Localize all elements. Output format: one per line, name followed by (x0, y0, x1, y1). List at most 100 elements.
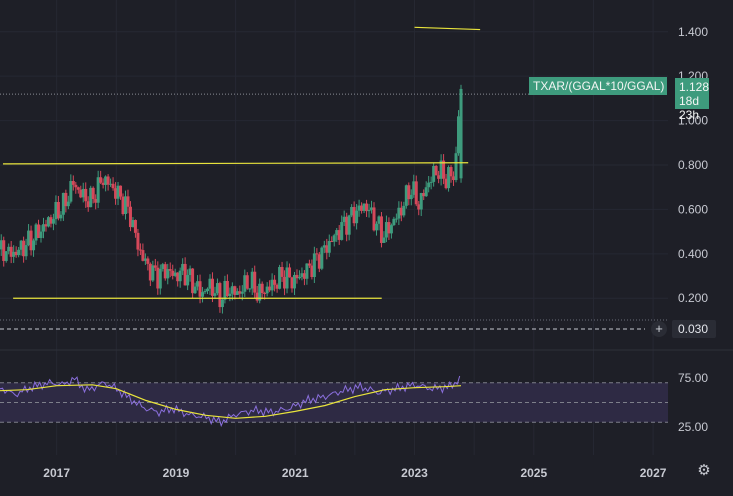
candle-body (131, 220, 135, 228)
y-tick-label: 1.400 (678, 25, 708, 39)
candle-body (407, 185, 411, 200)
candle-body (114, 188, 118, 199)
candle-body (370, 207, 374, 210)
candle-body (337, 230, 341, 240)
candle-body (163, 264, 167, 279)
candle-body (14, 251, 18, 256)
candle-body (253, 271, 257, 293)
candle-body (417, 204, 421, 210)
candle-body (158, 268, 162, 289)
candle-body (290, 277, 294, 289)
trend-line[interactable] (414, 26, 481, 31)
candle-body (350, 207, 354, 216)
candle-body (208, 278, 212, 289)
candle-body (449, 167, 453, 177)
candle-body (399, 207, 403, 216)
candle-body (394, 218, 398, 220)
candle-body (447, 167, 451, 189)
candle-body (427, 182, 431, 188)
candle-body (228, 293, 232, 296)
candle-body (238, 291, 242, 294)
candle-body (245, 275, 249, 289)
candle-body (168, 269, 172, 271)
candle-body (434, 165, 438, 176)
y-tick-label: 0.800 (678, 158, 708, 172)
candle-body (37, 224, 41, 238)
candle-body (250, 271, 254, 289)
candle-body (94, 199, 98, 203)
candle-body (302, 273, 306, 279)
candle-body (439, 160, 443, 179)
candle-body (330, 241, 334, 243)
candle-body (367, 209, 371, 212)
candle-body (429, 181, 433, 183)
candle-body (9, 246, 13, 257)
candle-body (248, 288, 252, 290)
price-label: 1.128 18d 23h (675, 78, 710, 122)
candle-body (51, 219, 55, 224)
candle-body (0, 240, 3, 250)
candle-body (24, 245, 28, 257)
candle-body (347, 215, 351, 235)
candle-body (235, 291, 239, 295)
candle-body (223, 280, 227, 300)
candle-body (186, 275, 190, 286)
trend-line[interactable] (2, 162, 469, 165)
bar-countdown: 18d 23h (679, 94, 700, 122)
candle-body (317, 254, 321, 269)
candle-body (181, 263, 185, 271)
candle-body (382, 237, 386, 243)
candle-body (268, 286, 272, 291)
plus-circle-icon[interactable]: + (651, 321, 667, 337)
x-tick-label: 2023 (401, 466, 428, 480)
rsi-ma-line (0, 384, 462, 419)
candle-body (148, 263, 152, 281)
candle-body (312, 253, 316, 278)
candle-body (46, 217, 50, 227)
candle-body (99, 177, 103, 183)
x-tick-label: 2019 (163, 466, 190, 480)
candle-body (22, 240, 26, 257)
candle-body (285, 267, 289, 289)
candle-body (166, 269, 170, 279)
candle-body (372, 207, 376, 231)
candle-body (109, 183, 113, 185)
candle-body (280, 267, 284, 277)
candle-body (412, 181, 416, 195)
candle-body (307, 263, 311, 266)
candle-body (151, 265, 155, 281)
candle-body (12, 251, 16, 257)
candle-body (128, 206, 132, 228)
current-price: 1.128 (679, 80, 710, 94)
candle-body (91, 187, 95, 200)
candle-body (288, 267, 292, 278)
candle-body (86, 201, 90, 208)
candle-body (419, 193, 423, 210)
candle-body (71, 181, 75, 185)
candle-body (352, 207, 356, 224)
candle-body (101, 182, 105, 185)
candle-body (123, 196, 127, 215)
candle-body (96, 177, 100, 203)
crosshair-price-label: 0.030 (672, 320, 716, 338)
candle-body (39, 231, 43, 238)
candle-body (414, 181, 418, 205)
gear-icon[interactable]: ⚙ (697, 462, 711, 479)
candle-body (278, 267, 282, 289)
candle-body (397, 207, 401, 219)
candle-body (220, 299, 224, 308)
rsi-tick-label: 75.00 (678, 371, 708, 385)
candle-body (275, 284, 279, 289)
candle-body (332, 235, 336, 242)
candle-body (322, 245, 326, 248)
candle-body (320, 247, 324, 269)
candle-body (173, 272, 177, 276)
candle-body (201, 292, 205, 297)
candle-body (432, 165, 436, 182)
candle-body (161, 264, 165, 269)
candle-body (233, 286, 237, 295)
x-tick-label: 2025 (520, 466, 547, 480)
y-tick-label: 0.400 (678, 247, 708, 261)
candle-body (206, 288, 210, 292)
